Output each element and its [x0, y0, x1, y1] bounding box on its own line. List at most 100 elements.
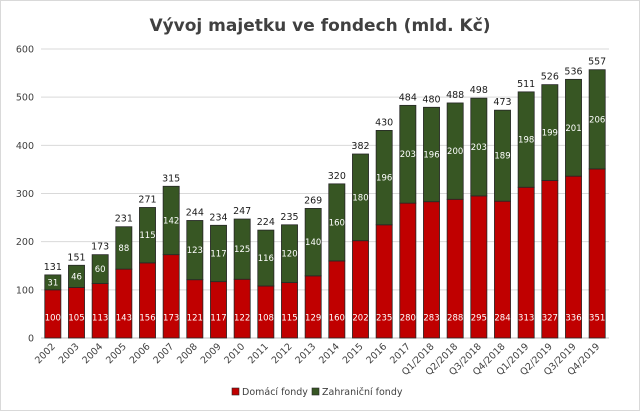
data-label-foreign: 115: [139, 231, 155, 241]
data-label-domestic: 295: [471, 314, 487, 324]
x-tick-label: 2009: [199, 341, 224, 366]
bar-segment-foreign: [541, 84, 559, 181]
total-label: 235: [280, 212, 298, 223]
bar-segment-foreign: [115, 226, 133, 270]
bar-segment-foreign: [328, 183, 346, 262]
total-label: 473: [493, 97, 511, 108]
data-label-foreign: 125: [234, 245, 250, 255]
total-label: 173: [91, 242, 109, 253]
legend-swatch-foreign: [311, 387, 320, 396]
y-tick-label: 400: [16, 141, 34, 152]
bar-segment-foreign: [565, 78, 582, 177]
data-label-domestic: 143: [116, 314, 132, 324]
data-label-foreign: 120: [281, 250, 297, 260]
bar-segment-domestic: [233, 278, 251, 339]
total-label: 151: [67, 252, 85, 263]
total-label: 511: [517, 79, 535, 90]
data-label-foreign: 123: [187, 246, 203, 256]
x-tick-label: 2007: [151, 341, 176, 366]
x-tick-label: 2015: [341, 341, 366, 366]
x-tick-label: 2008: [175, 341, 200, 366]
data-label-domestic: 129: [305, 314, 321, 324]
y-tick-label: 0: [28, 334, 34, 345]
y-tick-label: 600: [16, 45, 34, 56]
data-label-domestic: 202: [352, 314, 368, 324]
y-tick-label: 300: [16, 189, 34, 200]
x-tick-label: 2005: [104, 341, 129, 366]
y-axis-ticks: 0 100 200 300 400 500 600: [16, 45, 34, 345]
data-label-foreign: 140: [305, 238, 321, 248]
bar-segment-foreign: [423, 106, 440, 203]
bar-segment-foreign: [162, 185, 180, 256]
data-label-foreign: 196: [376, 174, 392, 184]
data-label-foreign: 116: [258, 254, 274, 264]
data-label-foreign: 60: [95, 265, 106, 275]
data-label-domestic: 108: [258, 314, 274, 324]
bar-segment-foreign: [281, 224, 298, 284]
data-label-domestic: 280: [400, 314, 416, 324]
data-label-domestic: 288: [447, 314, 463, 324]
bar-segment-foreign: [257, 229, 275, 287]
x-tick-label: 2012: [270, 341, 295, 366]
total-label: 315: [162, 173, 180, 184]
x-tick-label: 2003: [57, 341, 82, 366]
x-tick-label: 2004: [80, 341, 105, 366]
total-label: 382: [351, 141, 369, 152]
data-label-foreign: 117: [210, 249, 226, 259]
data-label-foreign: 203: [400, 150, 416, 160]
x-tick-label: 2013: [293, 341, 318, 366]
data-label-domestic: 122: [234, 314, 250, 324]
x-tick-label: 2016: [364, 341, 389, 366]
data-label-domestic: 235: [376, 314, 392, 324]
data-label-domestic: 117: [210, 314, 226, 324]
bar-segment-domestic: [257, 285, 275, 339]
bar-segment-foreign: [352, 153, 369, 242]
data-label-domestic: 105: [68, 314, 84, 324]
data-label-domestic: 284: [494, 314, 510, 324]
total-label: 247: [233, 206, 251, 217]
bar-segment-domestic: [186, 279, 204, 339]
data-label-foreign: 203: [471, 143, 487, 153]
total-label: 498: [470, 85, 488, 96]
legend-label-foreign: Zahraniční fondy: [322, 387, 403, 398]
bar-segment-foreign: [588, 69, 606, 170]
bar-segment-foreign: [494, 109, 511, 202]
total-label: 526: [541, 72, 559, 83]
bar-segment-foreign: [186, 220, 204, 281]
legend-swatch-domestic: [231, 387, 240, 396]
data-label-foreign: 180: [352, 193, 368, 203]
bar-segment-domestic: [281, 282, 298, 339]
data-label-domestic: 351: [589, 314, 605, 324]
total-label: 131: [44, 262, 62, 273]
total-label: 231: [115, 214, 133, 225]
data-label-foreign: 46: [71, 272, 82, 282]
total-label: 430: [375, 117, 393, 128]
y-tick-label: 200: [16, 237, 34, 248]
bar-segment-foreign: [139, 207, 156, 264]
bar-segment-foreign: [91, 254, 109, 284]
total-label: 269: [304, 195, 322, 206]
data-label-foreign: 201: [565, 124, 581, 134]
x-axis-ticks: 2002200320042005200620072008200920102011…: [33, 341, 602, 378]
data-label-domestic: 313: [518, 314, 534, 324]
y-tick-label: 100: [16, 285, 34, 296]
data-label-domestic: 160: [329, 314, 345, 324]
data-label-domestic: 115: [281, 314, 297, 324]
bar-segment-domestic: [115, 268, 133, 339]
bar-segment-foreign: [470, 97, 488, 197]
bar-segment-foreign: [44, 274, 62, 291]
total-label: 536: [564, 66, 582, 77]
data-label-foreign: 198: [518, 136, 534, 146]
bar-segment-foreign: [399, 104, 417, 204]
data-label-domestic: 283: [423, 314, 439, 324]
x-tick-label: 2011: [246, 341, 271, 366]
data-label-domestic: 156: [139, 314, 155, 324]
x-tick-label: 2006: [128, 341, 153, 366]
data-label-domestic: 100: [45, 314, 61, 324]
bar-segment-foreign: [233, 218, 251, 280]
bar-segment-domestic: [210, 281, 227, 339]
data-label-domestic: 336: [565, 314, 581, 324]
gridlines: [41, 48, 609, 339]
